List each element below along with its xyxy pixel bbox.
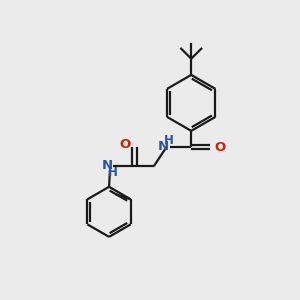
Text: H: H (108, 166, 118, 179)
Text: O: O (120, 138, 131, 151)
Text: N: N (102, 159, 113, 172)
Text: H: H (164, 134, 173, 147)
Text: O: O (214, 141, 225, 154)
Text: N: N (158, 140, 169, 153)
